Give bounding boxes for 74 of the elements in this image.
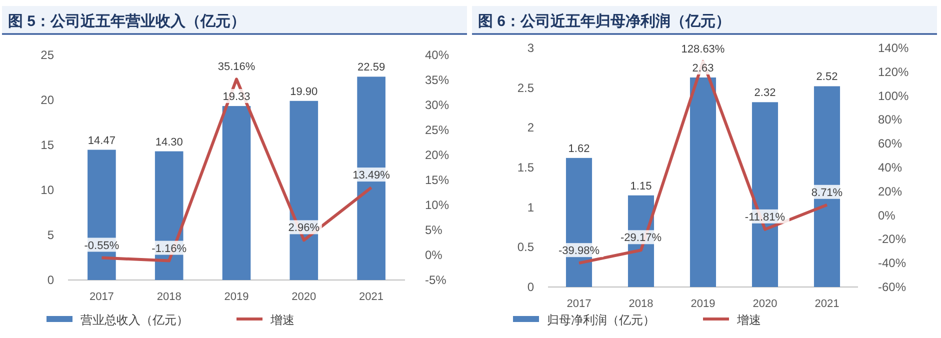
- y2-tick-label: 120%: [878, 64, 910, 79]
- chart-title: 图 5：公司近五年营业收入（亿元）: [8, 13, 246, 30]
- data-label: -39.98%: [558, 245, 600, 258]
- x-tick-label: 2018: [628, 298, 654, 310]
- bar: [222, 106, 251, 280]
- x-tick-label: 2021: [814, 298, 840, 310]
- y-tick-label: 15: [40, 138, 54, 152]
- y-tick-label: 3: [527, 41, 534, 55]
- y-tick-label: 10: [40, 183, 54, 197]
- y-tick-label: 25: [40, 48, 54, 62]
- data-label: 14.47: [88, 134, 116, 147]
- data-label: 35.16%: [218, 61, 256, 74]
- data-label: 1.15: [630, 180, 652, 192]
- x-tick-label: 2017: [566, 298, 592, 310]
- y-tick-label: 1: [527, 200, 534, 214]
- data-label: -0.55%: [84, 240, 120, 252]
- y2-tick-label: 25%: [425, 123, 450, 137]
- data-label: 14.30: [155, 136, 183, 148]
- y2-tick-label: 80%: [878, 112, 902, 127]
- data-label: 19.90: [290, 86, 318, 98]
- chart-title: 图 6：公司近五年归母净利润（亿元）: [478, 12, 731, 30]
- data-label: 13.49%: [352, 170, 390, 182]
- y2-tick-label: 60%: [878, 136, 902, 151]
- y2-tick-label: 30%: [425, 98, 450, 112]
- bar: [814, 86, 840, 287]
- data-label: -29.17%: [620, 232, 662, 244]
- data-label: 128.63%: [681, 44, 725, 56]
- y2-tick-label: 0%: [425, 248, 443, 262]
- data-label: 2.63: [692, 62, 714, 74]
- bar: [690, 77, 716, 287]
- data-label: -1.16%: [152, 242, 187, 255]
- y2-tick-label: 100%: [878, 88, 910, 103]
- y2-tick-label: -40%: [878, 256, 906, 270]
- y2-tick-label: 0%: [878, 208, 896, 222]
- y2-tick-label: -20%: [878, 232, 906, 246]
- data-label: 2.52: [816, 71, 838, 84]
- legend-label: 营业总收入（亿元）: [80, 313, 188, 327]
- y-tick-label: 2: [527, 120, 534, 135]
- y2-tick-label: 5%: [425, 223, 443, 237]
- x-tick-label: 2018: [156, 291, 182, 303]
- x-tick-label: 2020: [752, 298, 778, 310]
- legend-label: 归母净利润（亿元）: [547, 313, 655, 327]
- legend-label: 增速: [270, 313, 294, 327]
- y2-tick-label: -5%: [425, 273, 447, 287]
- y-tick-label: 0.5: [517, 240, 534, 254]
- y2-tick-label: 20%: [878, 184, 902, 198]
- y2-tick-label: 140%: [878, 41, 910, 55]
- y-tick-label: 20: [40, 93, 54, 107]
- x-tick-label: 2020: [292, 291, 316, 303]
- y2-tick-label: 10%: [425, 198, 450, 212]
- y-tick-label: 2.5: [517, 80, 534, 95]
- bar: [290, 100, 318, 280]
- y2-tick-label: 15%: [425, 173, 450, 187]
- x-tick-label: 2021: [359, 291, 384, 303]
- x-tick-label: 2019: [690, 298, 716, 310]
- y2-tick-label: 35%: [425, 73, 450, 87]
- data-label: 19.33: [222, 91, 250, 104]
- data-label: -11.81%: [744, 211, 786, 224]
- y-tick-label: 1.5: [517, 160, 534, 174]
- y-tick-label: 0: [527, 280, 534, 294]
- legend-label: 增速: [736, 313, 761, 327]
- data-label: 1.62: [568, 142, 590, 155]
- y2-tick-label: 40%: [878, 160, 902, 174]
- x-tick-label: 2017: [89, 291, 114, 303]
- x-tick-label: 2019: [224, 291, 249, 303]
- y2-tick-label: 20%: [425, 148, 450, 162]
- data-label: 2.32: [754, 87, 776, 100]
- y2-tick-label: -60%: [878, 280, 906, 294]
- data-label: 2.96%: [288, 222, 320, 234]
- data-label: 8.71%: [811, 186, 843, 199]
- y-tick-label: 0: [47, 273, 54, 287]
- y2-tick-label: 40%: [425, 48, 450, 62]
- y-tick-label: 5: [47, 228, 54, 242]
- data-label: 22.59: [358, 62, 386, 74]
